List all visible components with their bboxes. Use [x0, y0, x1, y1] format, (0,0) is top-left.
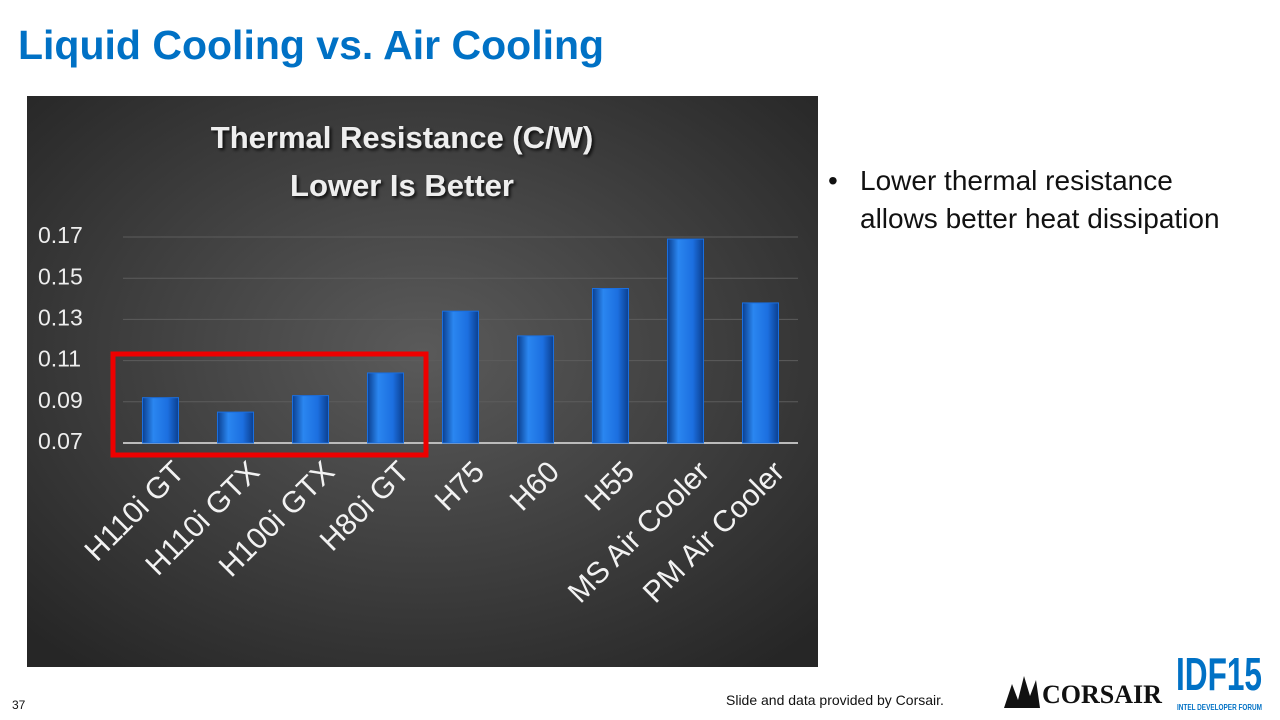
- y-tick-label: 0.11: [38, 346, 81, 372]
- bar: [442, 310, 479, 444]
- slide-title: Liquid Cooling vs. Air Cooling: [18, 22, 605, 68]
- bar: [517, 335, 554, 444]
- bar: [742, 302, 779, 444]
- bar: [142, 397, 179, 444]
- bar: [667, 238, 704, 444]
- bar: [367, 372, 404, 444]
- bar: [592, 288, 629, 444]
- bar: [217, 411, 254, 444]
- y-tick-label: 0.09: [38, 387, 83, 413]
- idf-logo: IDF15: [1176, 648, 1262, 700]
- y-tick-label: 0.15: [38, 263, 83, 289]
- y-tick-label: 0.07: [38, 428, 83, 454]
- corsair-sails: [1004, 676, 1040, 708]
- y-tick-label: 0.13: [38, 304, 83, 330]
- bullet: • Lower thermal resistance allows better …: [828, 162, 1238, 238]
- idf-caption: INTEL DEVELOPER FORUM: [1177, 703, 1262, 712]
- corsair-logo: CORSAIR: [1004, 676, 1162, 709]
- bar: [292, 395, 329, 444]
- chart-title: Thermal Resistance (C/W): [211, 120, 593, 155]
- footer: Slide and data provided by Corsair.: [726, 692, 944, 708]
- corsair-text: CORSAIR: [1042, 680, 1162, 709]
- bullet-text: Lower thermal resistance allows better h…: [860, 165, 1220, 234]
- page-number: 37: [12, 698, 26, 712]
- highlight-box: [110, 351, 429, 458]
- chart-subtitle: Lower Is Better: [290, 168, 514, 203]
- y-tick-label: 0.17: [38, 222, 83, 248]
- bullet-dot: •: [828, 165, 838, 196]
